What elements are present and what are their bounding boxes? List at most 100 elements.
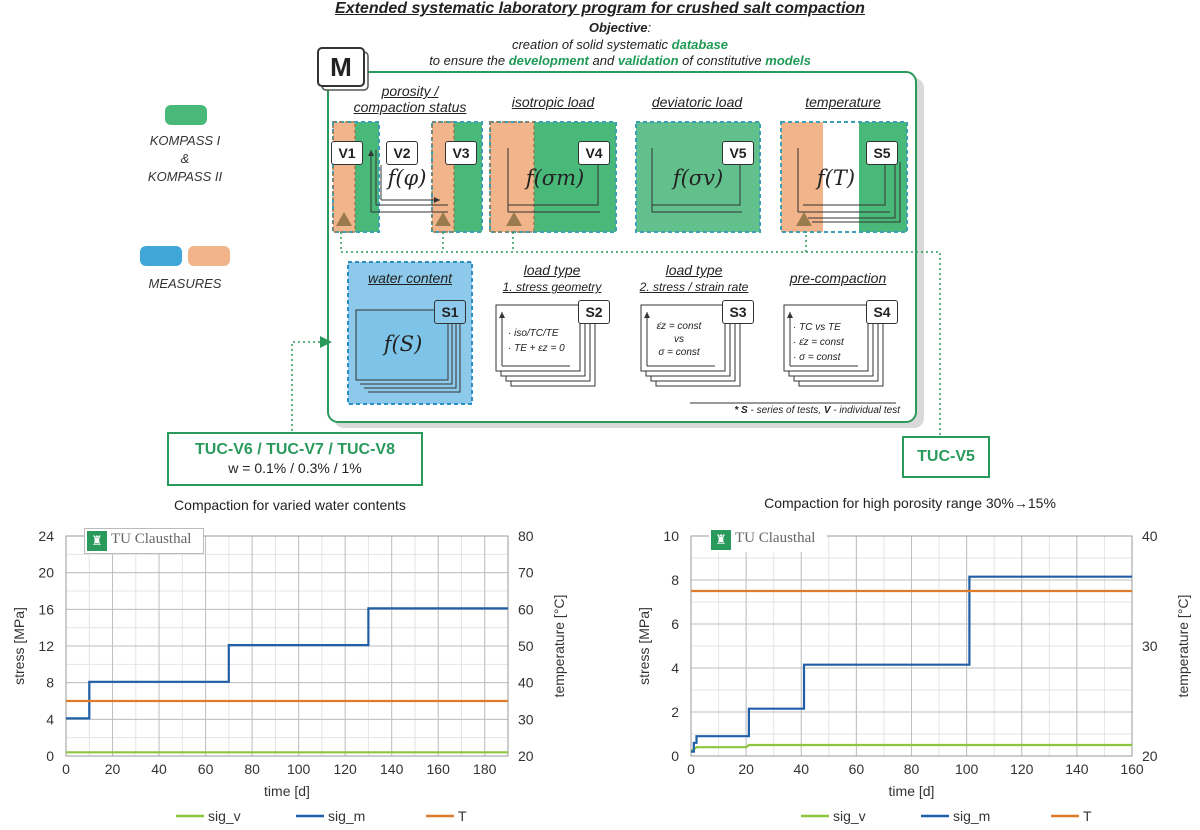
matrix-footnote: * S - series of tests, V - individual te… [734,405,900,416]
s3-title: load type [665,262,723,278]
v5-block [635,121,761,233]
x-tick-label: 20 [105,761,121,777]
y-axis-title: stress [MPa] [636,607,652,685]
tag-s1: S1 [434,300,466,324]
s3-subtitle: 2. stress / strain rate [639,280,749,294]
section-deviatoric: deviatoric load [651,94,743,110]
y-tick-label: 24 [38,528,54,544]
callout-left-sub: w = 0.1% / 0.3% / 1% [228,460,362,476]
tag-s5: S5 [866,141,898,165]
series-line-sig_m [66,607,508,720]
y2-axis-title: temperature [°C] [551,595,567,698]
dotted-connectors [291,232,941,436]
plot-area [65,535,509,757]
legend-label-sig_v: sig_v [208,808,241,824]
y2-tick-label: 60 [518,601,534,617]
measure-arrows [336,212,812,226]
y2-tick-label: 70 [518,565,534,581]
legend-label-sig_m: sig_m [953,808,990,824]
legend-label-sig_m: sig_m [328,808,365,824]
func-T: f(T) [816,166,856,190]
y-tick-label: 8 [671,572,679,588]
y-axis-title: stress [MPa] [11,607,27,685]
s1-block [347,261,473,405]
legend-kompass: KOMPASS I & KOMPASS II [147,133,223,184]
objective-line-3: to ensure the development and validation… [429,53,811,68]
x-tick-label: 100 [955,761,979,777]
callout-tuc-v6-v8: TUC-V6 / TUC-V7 / TUC-V8 w = 0.1% / 0.3%… [167,432,423,486]
func-S: f(S) [383,332,423,356]
x-tick-label: 140 [380,761,404,777]
x-tick-label: 140 [1065,761,1089,777]
section-temperature: temperature [805,94,881,110]
s3-card [641,305,741,387]
tag-s2: S2 [578,300,610,324]
v1-block [332,121,380,233]
x-tick-label: 40 [151,761,167,777]
x-tick-label: 20 [738,761,754,777]
tag-v3: V3 [445,141,477,165]
y-tick-label: 6 [671,616,679,632]
v4-block [489,121,617,233]
s4-title: pre-compaction [789,270,887,286]
callout-tuc-v5: TUC-V5 [902,436,990,478]
logo-text-1: TU Clausthal [111,531,192,547]
crest-icon: ♜ [87,531,107,551]
func-sigma-m: f(σm) [525,166,585,190]
s2-subtitle: 1. stress geometry [502,280,602,294]
objective-heading: Objective: [588,20,652,35]
y2-tick-label: 30 [1142,638,1158,654]
s2-lines: · iso/TC/TE · TE + εz = 0 [508,328,565,354]
y-tick-label: 16 [38,601,54,617]
y-tick-label: 20 [38,565,54,581]
func-sigma-v: f(σv) [672,166,724,190]
y2-tick-label: 20 [518,748,534,764]
x-tick-label: 60 [849,761,865,777]
y2-tick-label: 40 [1142,528,1158,544]
s2-card [496,305,596,387]
x-tick-label: 40 [793,761,809,777]
y-tick-label: 4 [46,711,54,727]
y2-axis-title: temperature [°C] [1175,595,1191,698]
series-line-sig_m [691,575,1132,753]
x-tick-label: 80 [904,761,920,777]
x-tick-label: 100 [287,761,311,777]
tag-v5: V5 [722,141,754,165]
tu-clausthal-logo-1: ♜ TU Clausthal [84,528,204,554]
tag-s3: S3 [722,300,754,324]
x-tick-label: 160 [427,761,451,777]
legend-label-T: T [1083,808,1092,824]
x-tick-label: 180 [473,761,497,777]
tu-clausthal-logo-2: ♜ TU Clausthal [709,528,827,552]
chart2-title: Compaction for high porosity range 30%→1… [764,495,1056,511]
x-tick-label: 60 [198,761,214,777]
legend-label-sig_v: sig_v [833,808,866,824]
chart1-title: Compaction for varied water contents [174,497,406,513]
v3-block [431,121,483,233]
y-tick-label: 0 [671,748,679,764]
test-matrix-diagram [291,47,941,436]
section-porosity: porosity / compaction status [353,83,467,115]
x-tick-label: 0 [62,761,70,777]
s1-title: water content [367,270,453,286]
x-tick-label: 120 [1010,761,1034,777]
chart-water-contents: 0 20 40 60 80 100 120 140 160 180 0 4 8 12 16 20 24 20 30 4… [11,528,567,824]
tag-s4: S4 [866,300,898,324]
legend-swatch-blue [140,246,182,266]
chart-high-porosity: 0 20 40 60 80 100 120 140 160 0 2 4 6 8 10 20 30 40 time [… [636,528,1191,824]
x-tick-label: 0 [687,761,695,777]
x-tick-label: 160 [1120,761,1144,777]
plot-area [690,535,1133,757]
func-phi: f(φ) [387,166,427,190]
y2-tick-label: 80 [518,528,534,544]
legend-label-T: T [458,808,467,824]
callout-left-title: TUC-V6 / TUC-V7 / TUC-V8 [194,441,395,458]
y-tick-label: 2 [671,704,679,720]
x-tick-label: 80 [244,761,260,777]
s4-card [784,305,884,387]
objective-line-2: creation of solid systematic database [511,37,729,52]
y-tick-label: 12 [38,638,54,654]
y2-tick-label: 30 [518,711,534,727]
y2-tick-label: 40 [518,675,534,691]
y2-tick-label: 20 [1142,748,1158,764]
